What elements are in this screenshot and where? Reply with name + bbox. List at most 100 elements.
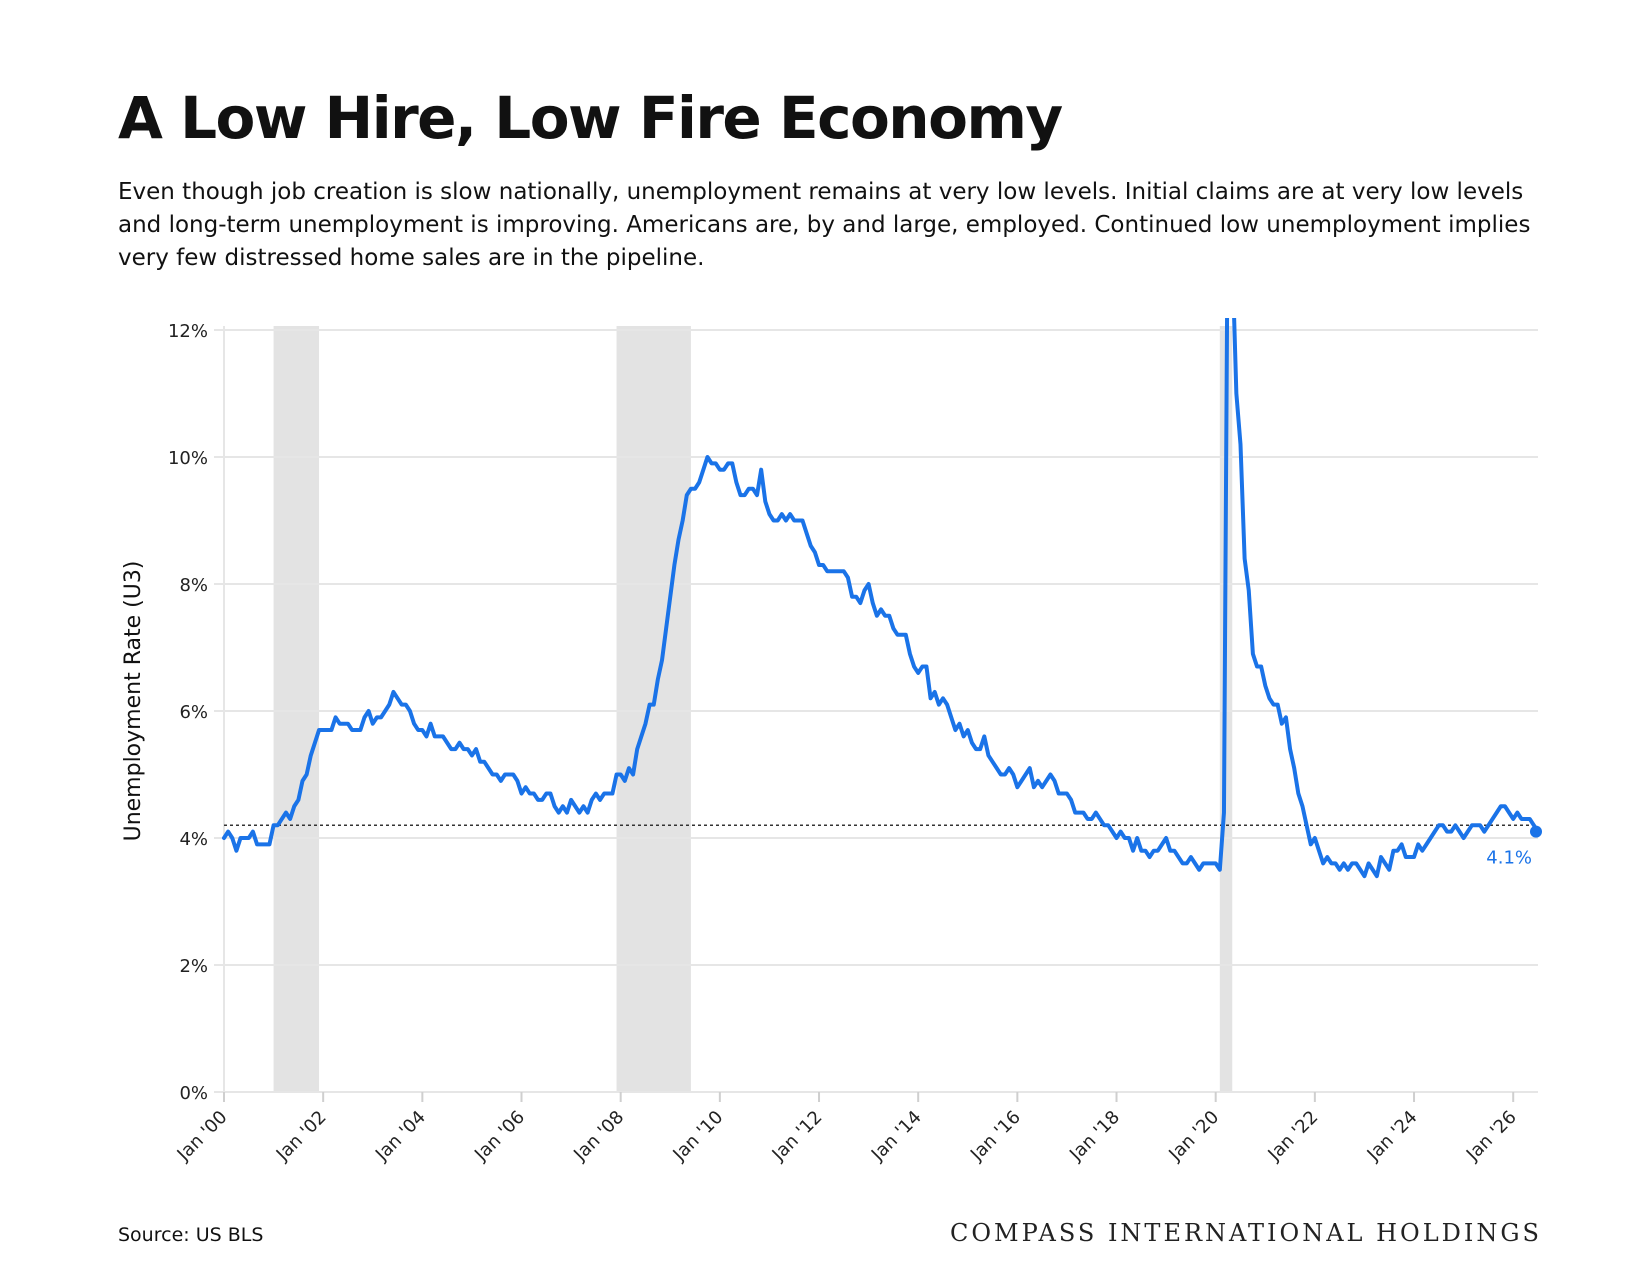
data-point: [508, 773, 511, 776]
data-point: [1107, 824, 1110, 827]
y-tick-label: 0%: [179, 1083, 208, 1104]
data-point: [751, 487, 754, 490]
data-point: [764, 500, 767, 503]
data-point: [1061, 792, 1064, 795]
data-point: [301, 779, 304, 782]
data-point: [677, 538, 680, 541]
data-point: [888, 614, 891, 617]
data-point: [1454, 824, 1457, 827]
data-point: [1421, 849, 1424, 852]
data-point: [731, 462, 734, 465]
data-point: [433, 735, 436, 738]
data-point: [1520, 817, 1523, 820]
data-point: [1301, 805, 1304, 808]
recession-band: [273, 326, 320, 1092]
data-point: [1169, 849, 1172, 852]
data-point: [256, 843, 259, 846]
series-line: [222, 318, 1540, 879]
data-point: [1140, 849, 1143, 852]
data-point: [780, 513, 783, 516]
data-point: [421, 729, 424, 732]
data-point: [284, 811, 287, 814]
data-point: [553, 805, 556, 808]
data-point: [681, 519, 684, 522]
data-point: [1495, 811, 1498, 814]
data-point: [330, 729, 333, 732]
data-point: [475, 748, 478, 751]
data-point: [1024, 773, 1027, 776]
data-point: [260, 843, 263, 846]
y-tick-label: 4%: [179, 829, 208, 850]
recession-shading: [273, 326, 1233, 1092]
data-point: [570, 798, 573, 801]
y-axis-tick-labels: 0% 2% 4% 6% 8% 10% 12%: [168, 321, 208, 1104]
data-point: [999, 773, 1002, 776]
data-point: [896, 633, 899, 636]
x-tick-label: Jan '22: [1263, 1107, 1322, 1166]
data-point: [644, 722, 647, 725]
data-point: [1003, 773, 1006, 776]
data-point: [1198, 868, 1201, 871]
brand-logo: COMPASS INTERNATIONAL HOLDINGS: [949, 1219, 1542, 1247]
data-point: [1177, 856, 1180, 859]
data-point: [318, 729, 321, 732]
data-point: [718, 468, 721, 471]
data-point: [574, 805, 577, 808]
data-point: [842, 570, 845, 573]
data-point: [594, 792, 597, 795]
data-point: [1094, 811, 1097, 814]
data-point: [239, 837, 242, 840]
data-point: [338, 722, 341, 725]
x-tick-label: Jan '18: [1065, 1107, 1124, 1166]
data-point: [813, 551, 816, 554]
data-point: [1483, 830, 1486, 833]
data-point: [1235, 392, 1238, 395]
data-point: [342, 722, 345, 725]
data-point: [925, 665, 928, 668]
data-point: [1338, 868, 1341, 871]
data-point: [619, 773, 622, 776]
data-point: [425, 735, 428, 738]
data-point: [818, 563, 821, 566]
x-tick-label: Jan '26: [1462, 1107, 1521, 1166]
data-point: [1123, 837, 1126, 840]
data-point: [417, 729, 420, 732]
data-point: [1313, 837, 1316, 840]
data-point: [627, 767, 630, 770]
data-point: [541, 798, 544, 801]
data-point: [875, 614, 878, 617]
data-point: [1148, 856, 1151, 859]
data-point: [1218, 868, 1221, 871]
x-axis-tick-labels: Jan '00 Jan '02 Jan '04 Jan '06 Jan '08 Jan '…: [173, 1107, 1521, 1166]
gridlines: [214, 329, 1538, 1093]
data-point: [1082, 811, 1085, 814]
data-point: [1375, 875, 1378, 878]
data-point: [1404, 856, 1407, 859]
data-point: [809, 544, 812, 547]
data-point: [747, 487, 750, 490]
data-point: [404, 703, 407, 706]
data-point: [528, 792, 531, 795]
data-point: [458, 741, 461, 744]
data-point: [1008, 767, 1011, 770]
data-point: [1487, 824, 1490, 827]
data-point: [1441, 824, 1444, 827]
data-point: [1396, 849, 1399, 852]
data-point: [1160, 843, 1163, 846]
data-point: [834, 570, 837, 573]
data-point: [1037, 779, 1040, 782]
x-tick-label: Jan '20: [1164, 1107, 1223, 1166]
data-point: [652, 703, 655, 706]
y-tick-label: 12%: [168, 321, 208, 342]
data-point: [1074, 811, 1077, 814]
data-point: [884, 614, 887, 617]
data-point: [380, 716, 383, 719]
data-point: [710, 462, 713, 465]
data-point: [371, 722, 374, 725]
data-point: [1425, 843, 1428, 846]
data-point: [392, 690, 395, 693]
data-point: [987, 754, 990, 757]
data-point: [1210, 862, 1213, 865]
data-point: [784, 519, 787, 522]
data-point: [1371, 868, 1374, 871]
